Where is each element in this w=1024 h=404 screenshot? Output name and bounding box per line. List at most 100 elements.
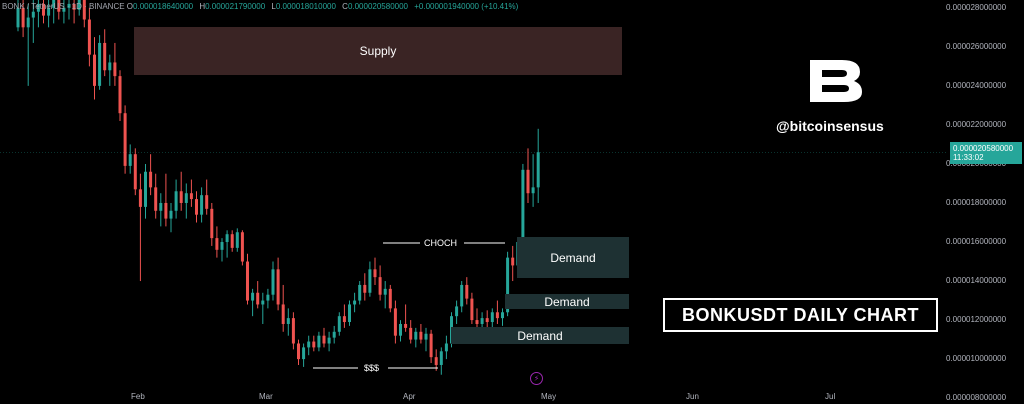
candle[interactable] <box>531 154 535 207</box>
candle[interactable] <box>358 281 362 305</box>
candle[interactable] <box>419 323 423 344</box>
candle[interactable] <box>307 335 311 356</box>
candle[interactable] <box>485 310 489 328</box>
candle[interactable] <box>93 37 96 100</box>
candle[interactable] <box>414 327 418 348</box>
candle[interactable] <box>373 257 377 285</box>
candle[interactable] <box>179 171 183 211</box>
candle[interactable] <box>52 0 56 24</box>
candle[interactable] <box>164 173 168 227</box>
candle[interactable] <box>378 265 382 301</box>
candle[interactable] <box>246 253 249 305</box>
candle[interactable] <box>434 349 438 371</box>
candle[interactable] <box>128 144 132 174</box>
candle[interactable] <box>87 7 91 67</box>
candle[interactable] <box>184 183 188 219</box>
candle[interactable] <box>57 0 61 20</box>
candle[interactable] <box>210 202 214 246</box>
candle[interactable] <box>36 0 40 28</box>
candle[interactable] <box>230 230 234 252</box>
candle[interactable] <box>108 54 112 86</box>
candle[interactable] <box>353 292 357 313</box>
candle[interactable] <box>42 0 45 24</box>
candle[interactable] <box>429 329 433 364</box>
candle[interactable] <box>460 281 464 313</box>
candle[interactable] <box>271 261 275 301</box>
candle[interactable] <box>455 300 459 324</box>
candle[interactable] <box>26 3 30 86</box>
candle[interactable] <box>266 288 270 309</box>
candle[interactable] <box>322 327 326 348</box>
candle[interactable] <box>337 312 341 336</box>
candle[interactable] <box>189 179 193 207</box>
candle[interactable] <box>444 335 448 360</box>
candle[interactable] <box>21 0 25 38</box>
candle[interactable] <box>240 230 244 266</box>
candle[interactable] <box>490 308 494 328</box>
flash-icon[interactable]: ⚡ <box>530 372 543 385</box>
candle[interactable] <box>113 42 117 86</box>
candle[interactable] <box>200 187 204 223</box>
candle[interactable] <box>388 284 392 313</box>
candle[interactable] <box>118 70 122 122</box>
candle[interactable] <box>62 0 66 24</box>
candle[interactable] <box>174 179 178 219</box>
candle[interactable] <box>77 0 81 16</box>
candle[interactable] <box>363 273 367 301</box>
candle[interactable] <box>133 148 137 196</box>
candle[interactable] <box>149 154 153 196</box>
candle[interactable] <box>521 163 525 246</box>
candle[interactable] <box>404 304 408 332</box>
candle[interactable] <box>251 288 255 317</box>
candle[interactable] <box>72 0 76 24</box>
candle[interactable] <box>281 284 285 332</box>
candle[interactable] <box>82 0 86 28</box>
candle[interactable] <box>439 347 443 375</box>
candle[interactable] <box>297 339 300 365</box>
candle[interactable] <box>215 226 219 258</box>
candle[interactable] <box>383 281 387 309</box>
candle[interactable] <box>526 148 530 203</box>
candle[interactable] <box>47 0 51 28</box>
candle[interactable] <box>98 35 102 90</box>
candle[interactable] <box>169 202 173 233</box>
candle[interactable] <box>195 191 198 223</box>
candle[interactable] <box>348 300 351 326</box>
candle[interactable] <box>276 257 280 311</box>
candle[interactable] <box>475 308 479 328</box>
candle[interactable] <box>286 308 290 336</box>
candle[interactable] <box>261 292 265 324</box>
candle[interactable] <box>31 0 35 43</box>
candle[interactable] <box>470 292 474 324</box>
candle[interactable] <box>332 325 336 344</box>
candle[interactable] <box>409 320 413 344</box>
candle[interactable] <box>16 0 20 32</box>
candle[interactable] <box>312 335 316 352</box>
candle[interactable] <box>256 281 260 309</box>
candle[interactable] <box>317 331 321 352</box>
candle[interactable] <box>154 173 158 219</box>
candle[interactable] <box>327 331 331 352</box>
candle[interactable] <box>342 304 346 328</box>
candle[interactable] <box>123 105 127 174</box>
candle[interactable] <box>205 179 209 215</box>
candle[interactable] <box>103 29 107 77</box>
candle[interactable] <box>144 163 147 219</box>
candle[interactable] <box>302 343 306 367</box>
candle[interactable] <box>511 245 515 282</box>
candle[interactable] <box>399 320 402 342</box>
candle[interactable] <box>424 327 428 352</box>
candle[interactable] <box>495 300 499 324</box>
candle[interactable] <box>225 230 229 258</box>
candle[interactable] <box>393 300 397 344</box>
candle[interactable] <box>536 128 540 203</box>
candle[interactable] <box>138 173 142 282</box>
candle[interactable] <box>235 228 239 252</box>
candle[interactable] <box>291 312 295 350</box>
candle[interactable] <box>67 0 71 20</box>
candle[interactable] <box>501 308 504 326</box>
candle[interactable] <box>159 193 163 227</box>
candle[interactable] <box>465 277 469 305</box>
candle[interactable] <box>220 238 224 262</box>
